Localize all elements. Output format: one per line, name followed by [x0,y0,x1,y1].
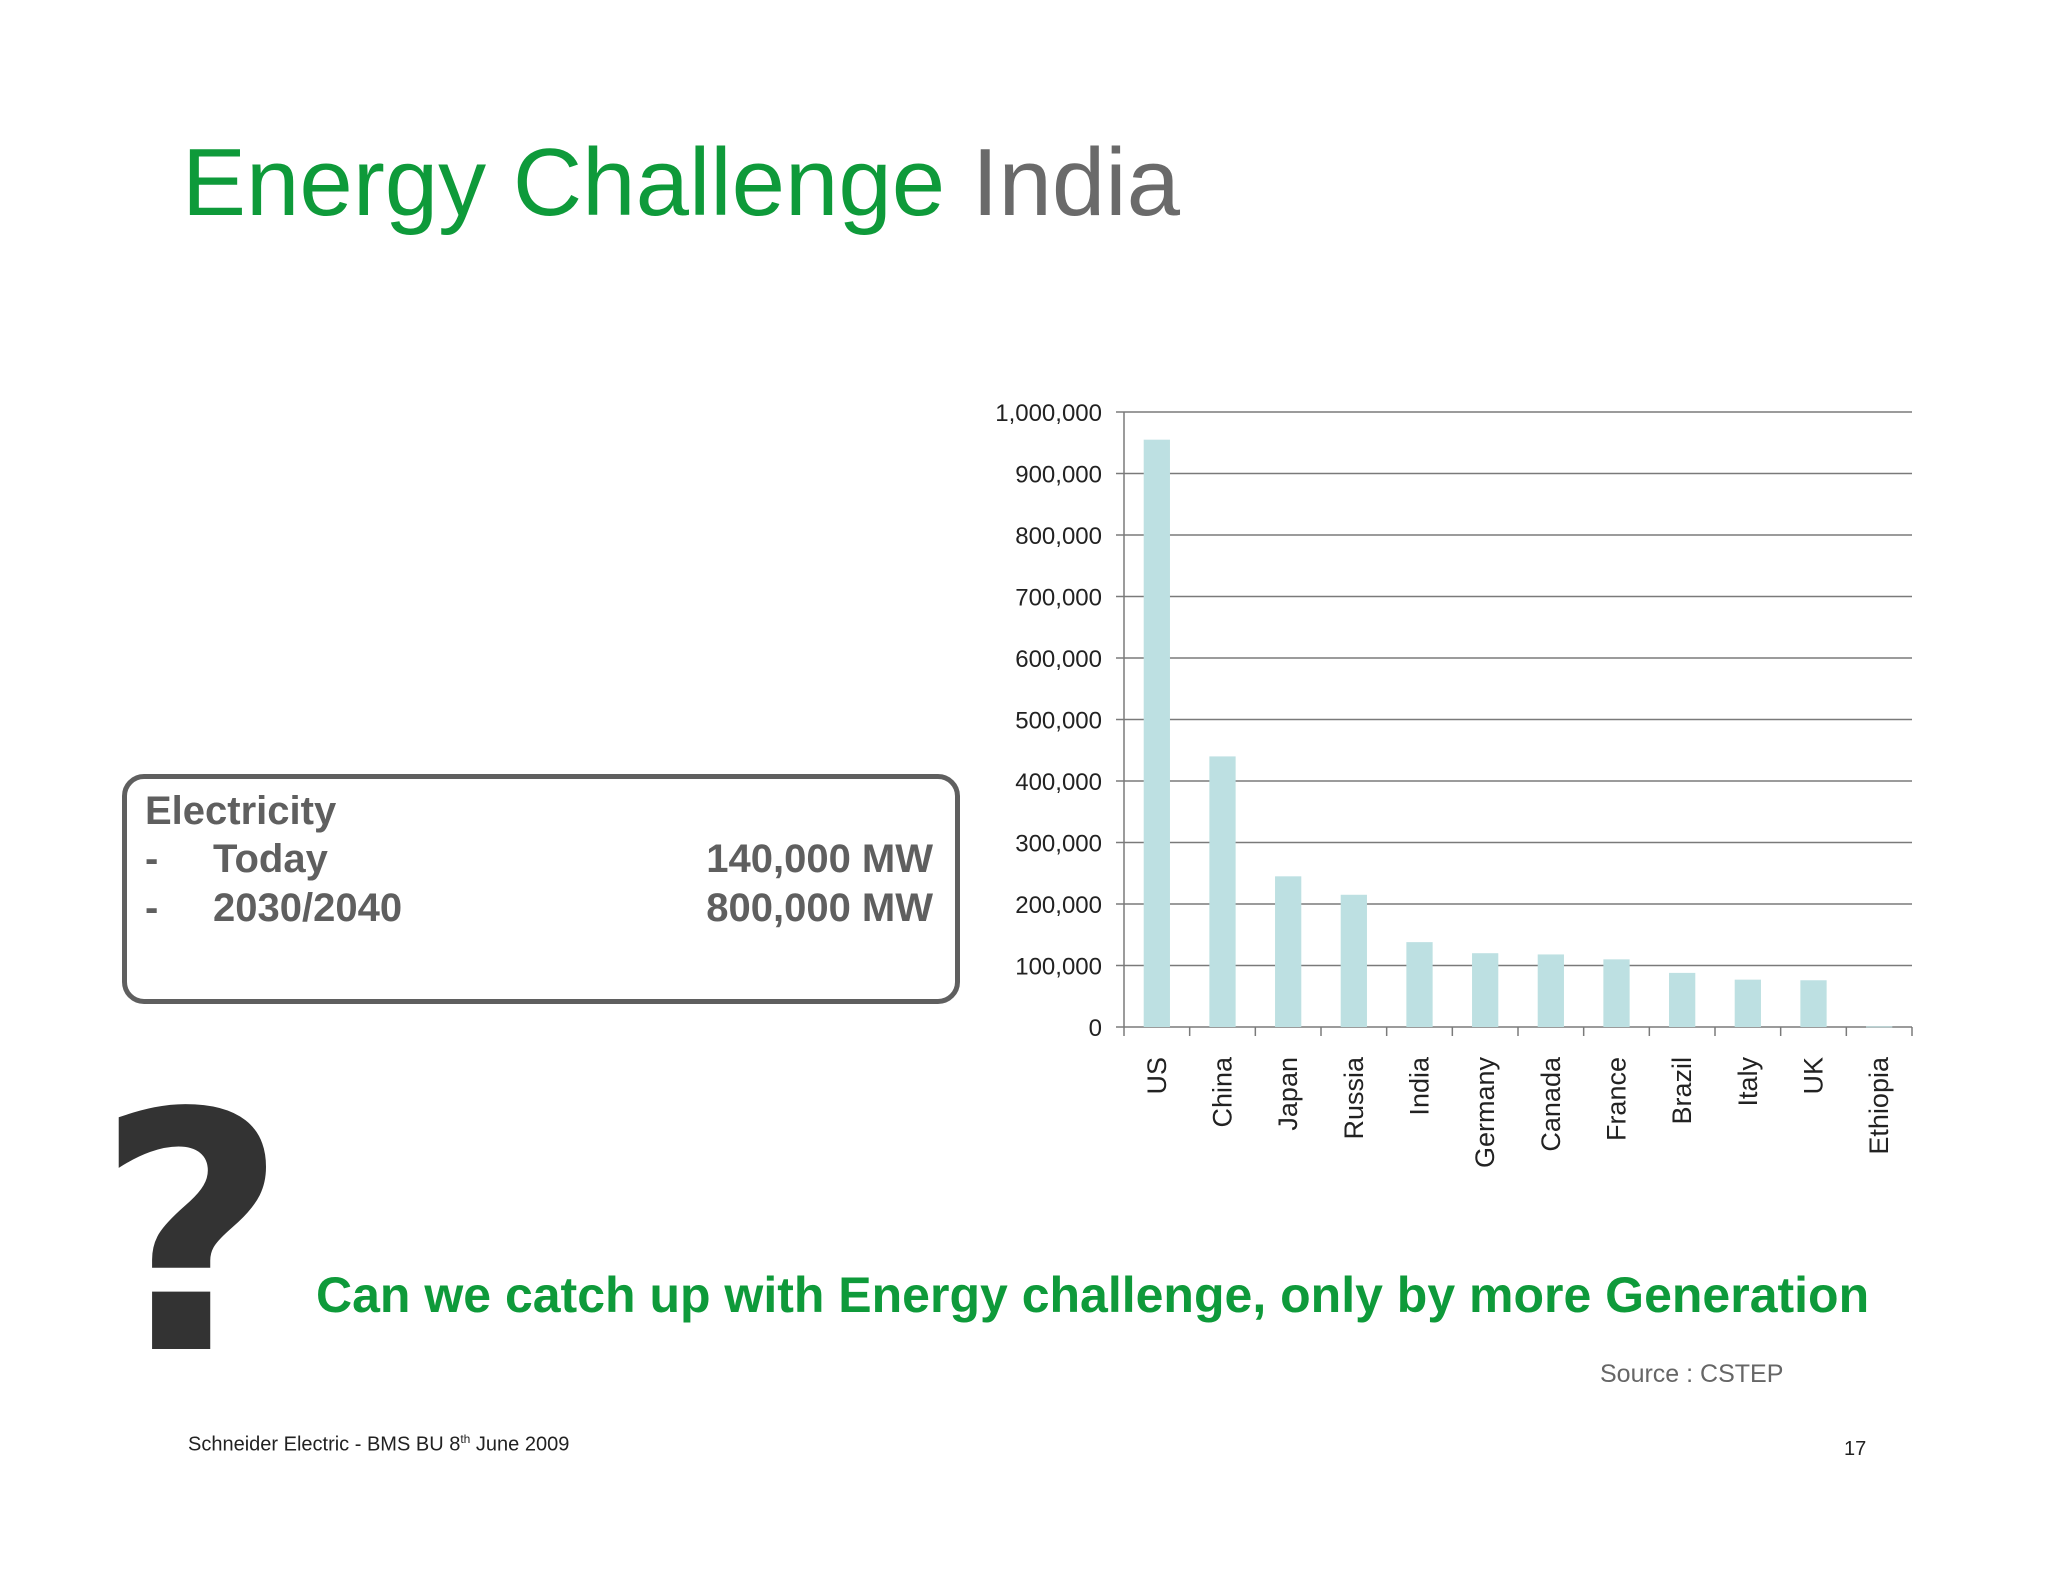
bar-canada [1537,954,1564,1027]
y-tick-label: 0 [1089,1015,1102,1042]
info-row-value: 140,000 MW [706,837,933,881]
slide-title: Energy Challenge India [182,128,1180,238]
info-row-value: 800,000 MW [706,886,933,930]
bar-brazil [1669,972,1696,1027]
info-box-heading: Electricity [145,789,337,833]
x-tick-label: Canada [1536,1056,1566,1152]
info-row-dash: - [145,837,159,881]
info-row-today: - Today 140,000 MW [145,837,933,887]
bar-uk [1800,980,1827,1027]
bar-ethiopia [1866,1026,1893,1028]
bar-germany [1472,953,1499,1027]
footer-superscript: th [460,1432,471,1446]
x-tick-label: India [1405,1056,1435,1116]
footer-date: June 2009 [470,1433,570,1456]
footer-main: Schneider Electric - BMS BU 8 [188,1433,461,1456]
x-tick-label: Japan [1273,1057,1303,1131]
question-mark-icon: ? [96,1043,288,1427]
y-tick-label: 200,000 [1015,892,1102,919]
x-tick-label: France [1602,1057,1632,1141]
callout-text: Can we catch up with Energy challenge, o… [316,1267,1870,1323]
bar-russia [1340,894,1367,1027]
info-row-future: - 2030/2040 800,000 MW [145,886,933,936]
x-tick-label: UK [1799,1057,1829,1095]
electricity-info-box: Electricity - Today 140,000 MW - 2030/20… [122,774,960,1004]
page-number: 17 [1844,1438,1867,1460]
bar-italy [1734,979,1761,1027]
y-tick-label: 900,000 [1015,462,1102,489]
bar-france [1603,959,1630,1027]
x-tick-label: China [1208,1056,1238,1128]
y-tick-label: 300,000 [1015,831,1102,858]
y-tick-label: 400,000 [1015,769,1102,796]
bar-india [1406,942,1433,1027]
source-text: Source : CSTEP [1600,1360,1784,1388]
slide-title-primary: Energy Challenge [182,129,946,236]
bar-japan [1275,876,1302,1027]
x-tick-label: Russia [1339,1056,1369,1140]
x-tick-label: Germany [1470,1057,1500,1169]
x-tick-label: Brazil [1667,1057,1697,1125]
bar-us [1143,439,1170,1027]
info-row-label: Today [213,837,328,881]
y-tick-label: 700,000 [1015,585,1102,612]
y-tick-label: 600,000 [1015,646,1102,673]
info-row-dash: - [145,886,159,930]
footer-text: Schneider Electric - BMS BU 8th June 200… [188,1432,569,1457]
x-tick-label: Italy [1733,1057,1763,1107]
y-tick-label: 500,000 [1015,708,1102,735]
slide-title-secondary: India [971,129,1181,236]
y-tick-label: 100,000 [1015,954,1102,981]
y-tick-label: 1,000,000 [995,400,1102,427]
x-tick-label: Ethiopia [1864,1056,1894,1155]
y-tick-label: 800,000 [1015,523,1102,550]
info-row-label: 2030/2040 [213,886,403,930]
x-tick-label: US [1142,1057,1172,1095]
bar-china [1209,756,1236,1027]
